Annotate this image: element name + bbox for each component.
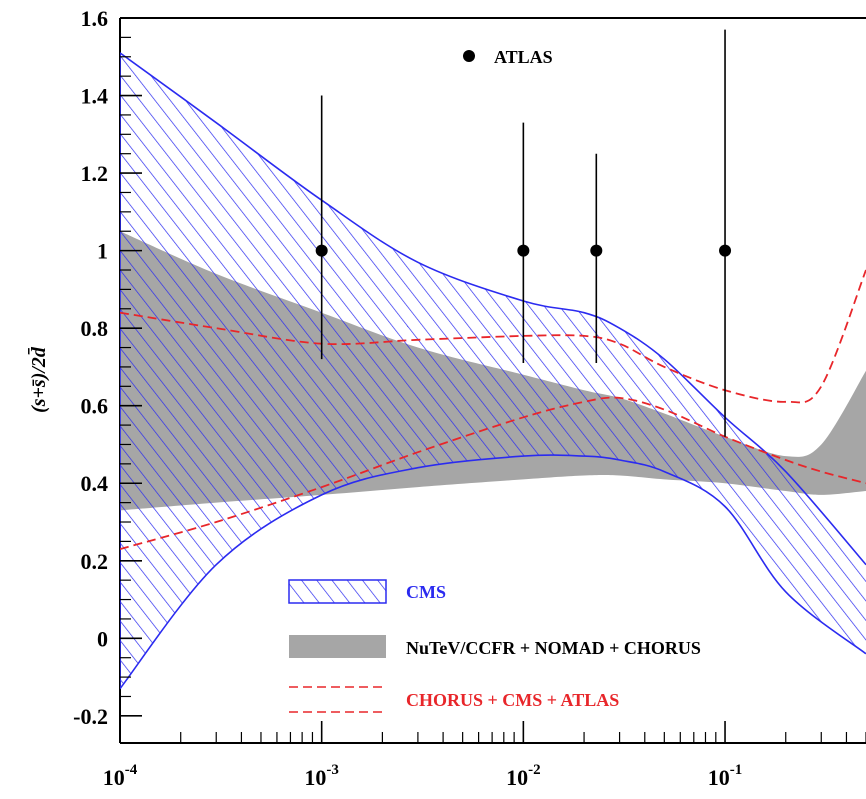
plot-area xyxy=(120,29,866,690)
cms-band-lower-edge xyxy=(120,454,866,690)
atlas-point xyxy=(719,244,732,257)
y-tick-label: 0 xyxy=(97,626,108,651)
legend-atlas-marker xyxy=(463,50,475,62)
x-tick-label: 10-3 xyxy=(304,762,339,790)
x-tick-label: 10-4 xyxy=(103,762,138,790)
y-tick-label: -0.2 xyxy=(73,704,108,729)
atlas-point xyxy=(315,244,328,257)
y-tick-label: 0.6 xyxy=(81,394,109,419)
legend-atlas-label: ATLAS xyxy=(494,47,553,67)
y-tick-label: 0.8 xyxy=(81,316,109,341)
chorus-band-lower xyxy=(120,396,866,550)
y-tick-label: 1.2 xyxy=(81,161,109,186)
x-tick-label: 10-1 xyxy=(708,762,743,790)
x-tick-label: 10-2 xyxy=(506,762,541,790)
cms-band-hatch xyxy=(120,52,866,689)
chorus-band-upper xyxy=(120,269,866,404)
y-tick-label: 1.4 xyxy=(81,84,109,109)
cms-band-upper-edge xyxy=(120,52,866,566)
axis-ticks xyxy=(119,17,866,743)
y-tick-label: 1.6 xyxy=(81,6,109,31)
y-tick-label: 1 xyxy=(97,239,108,264)
atlas-point xyxy=(590,244,603,257)
y-axis-label: (s+s̄)/2d̄ xyxy=(27,346,50,413)
y-tick-label: 0.4 xyxy=(81,471,109,496)
legend-cms-swatch xyxy=(288,579,387,604)
legend-nutev-swatch xyxy=(289,635,386,658)
legend-nutev-label: NuTeV/CCFR + NOMAD + CHORUS xyxy=(406,638,701,658)
tick-labels: -0.2 0 0.2 0.4 0.6 0.8 1 1.2 1.4 1.6 10-4 10-3 10-2 1… xyxy=(73,6,742,790)
legend-chorus-label: CHORUS + CMS + ATLAS xyxy=(406,690,619,710)
atlas-point xyxy=(517,244,530,257)
y-tick-label: 0.2 xyxy=(81,549,109,574)
legend-cms-label: CMS xyxy=(406,582,446,602)
